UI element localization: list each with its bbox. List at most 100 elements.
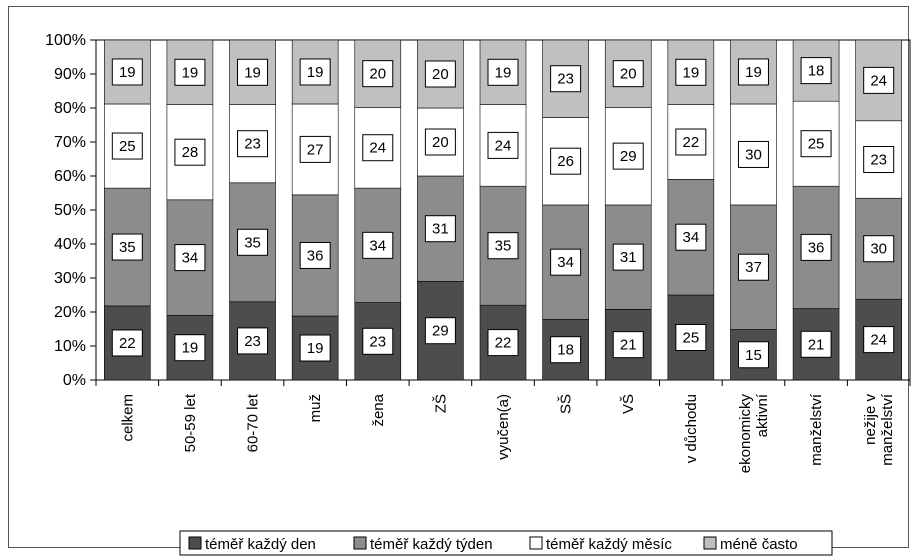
data-label: 26 bbox=[557, 153, 574, 170]
data-label-box bbox=[424, 60, 456, 88]
data-label: 15 bbox=[745, 347, 762, 364]
data-label: 19 bbox=[182, 340, 199, 357]
category-label: VŠ bbox=[620, 394, 637, 414]
legend-label: méně často bbox=[720, 536, 798, 553]
data-label-box bbox=[737, 140, 769, 168]
data-label: 24 bbox=[495, 137, 512, 154]
data-label-box bbox=[612, 60, 644, 88]
data-label-box bbox=[111, 329, 143, 357]
y-tick-label: 70% bbox=[54, 134, 86, 151]
legend bbox=[179, 530, 833, 556]
data-label-box bbox=[550, 147, 582, 175]
data-label: 19 bbox=[119, 64, 136, 81]
data-label: 23 bbox=[244, 136, 261, 153]
data-label-box bbox=[111, 233, 143, 261]
data-label-box bbox=[675, 223, 707, 251]
data-label: 36 bbox=[307, 247, 324, 264]
legend-label: téměř každý měsíc bbox=[546, 536, 672, 553]
category-label: celkem bbox=[119, 394, 136, 442]
y-tick-label: 0% bbox=[63, 372, 86, 389]
category-label: v důchodu bbox=[683, 394, 700, 463]
data-label-box bbox=[487, 131, 519, 159]
data-label-box bbox=[487, 329, 519, 357]
data-label-box bbox=[487, 58, 519, 86]
data-label-box bbox=[612, 243, 644, 271]
data-label-box bbox=[174, 334, 206, 362]
data-label: 19 bbox=[495, 64, 512, 81]
data-label-box bbox=[362, 134, 394, 162]
y-tick-label: 90% bbox=[54, 66, 86, 83]
legend-swatch bbox=[703, 536, 717, 550]
category-label: manželství bbox=[808, 393, 825, 466]
data-label: 31 bbox=[432, 221, 449, 238]
data-label-box bbox=[237, 327, 269, 355]
category-label: 50-59 let bbox=[182, 393, 199, 452]
data-label-box bbox=[174, 58, 206, 86]
data-label: 30 bbox=[745, 146, 762, 163]
y-tick-label: 80% bbox=[54, 100, 86, 117]
legend-swatch bbox=[353, 536, 367, 550]
data-label-box bbox=[863, 326, 895, 354]
category-label: žena bbox=[370, 393, 387, 426]
data-label: 27 bbox=[307, 141, 324, 158]
data-label: 21 bbox=[620, 337, 637, 354]
data-label-box bbox=[737, 253, 769, 281]
data-label-box bbox=[612, 142, 644, 170]
data-label-box bbox=[424, 128, 456, 156]
y-tick-label: 60% bbox=[54, 168, 86, 185]
data-label: 19 bbox=[307, 64, 324, 81]
data-label: 34 bbox=[683, 229, 700, 246]
data-label-box bbox=[362, 327, 394, 355]
data-label: 34 bbox=[557, 254, 574, 271]
data-label-box bbox=[737, 341, 769, 369]
data-label: 29 bbox=[432, 323, 449, 340]
data-label: 19 bbox=[182, 64, 199, 81]
data-label-box bbox=[800, 330, 832, 358]
category-label: 60-70 let bbox=[245, 393, 262, 452]
data-label: 35 bbox=[244, 234, 261, 251]
data-label-box bbox=[550, 248, 582, 276]
category-label: ekonomickyaktivní bbox=[737, 393, 771, 473]
data-label: 25 bbox=[808, 136, 825, 153]
data-label-box bbox=[863, 235, 895, 263]
data-label: 19 bbox=[683, 64, 700, 81]
category-label: vyučen(a) bbox=[495, 394, 512, 460]
data-label: 18 bbox=[557, 342, 574, 359]
data-label-box bbox=[800, 233, 832, 261]
legend-label: téměř každý týden bbox=[370, 536, 493, 553]
y-tick-label: 100% bbox=[45, 32, 86, 49]
data-label: 23 bbox=[557, 71, 574, 88]
category-label: nežije vmanželství bbox=[862, 393, 896, 466]
legend-swatch bbox=[529, 536, 543, 550]
y-tick-label: 10% bbox=[54, 338, 86, 355]
data-label: 20 bbox=[620, 66, 637, 83]
data-label: 24 bbox=[870, 72, 887, 89]
category-label: ZŠ bbox=[432, 394, 449, 413]
data-label: 20 bbox=[432, 134, 449, 151]
y-tick-label: 40% bbox=[54, 236, 86, 253]
data-label: 22 bbox=[119, 335, 136, 352]
category-label: muž bbox=[307, 394, 324, 422]
data-label-box bbox=[800, 57, 832, 85]
data-label-box bbox=[111, 58, 143, 86]
data-label: 23 bbox=[244, 333, 261, 350]
data-label: 21 bbox=[808, 336, 825, 353]
y-tick-label: 20% bbox=[54, 304, 86, 321]
data-label: 30 bbox=[870, 241, 887, 258]
legend-swatch bbox=[188, 536, 202, 550]
data-label-box bbox=[362, 231, 394, 259]
data-label: 31 bbox=[620, 249, 637, 266]
data-label-box bbox=[863, 146, 895, 174]
data-label: 22 bbox=[495, 335, 512, 352]
data-label-box bbox=[550, 65, 582, 93]
category-label: SŠ bbox=[558, 394, 575, 414]
data-label: 19 bbox=[307, 340, 324, 357]
data-label-box bbox=[424, 215, 456, 243]
y-tick-label: 50% bbox=[54, 202, 86, 219]
data-label-box bbox=[174, 244, 206, 272]
data-label: 35 bbox=[119, 239, 136, 256]
data-label-box bbox=[111, 132, 143, 160]
data-label-box bbox=[612, 331, 644, 359]
data-label-box bbox=[299, 135, 331, 163]
